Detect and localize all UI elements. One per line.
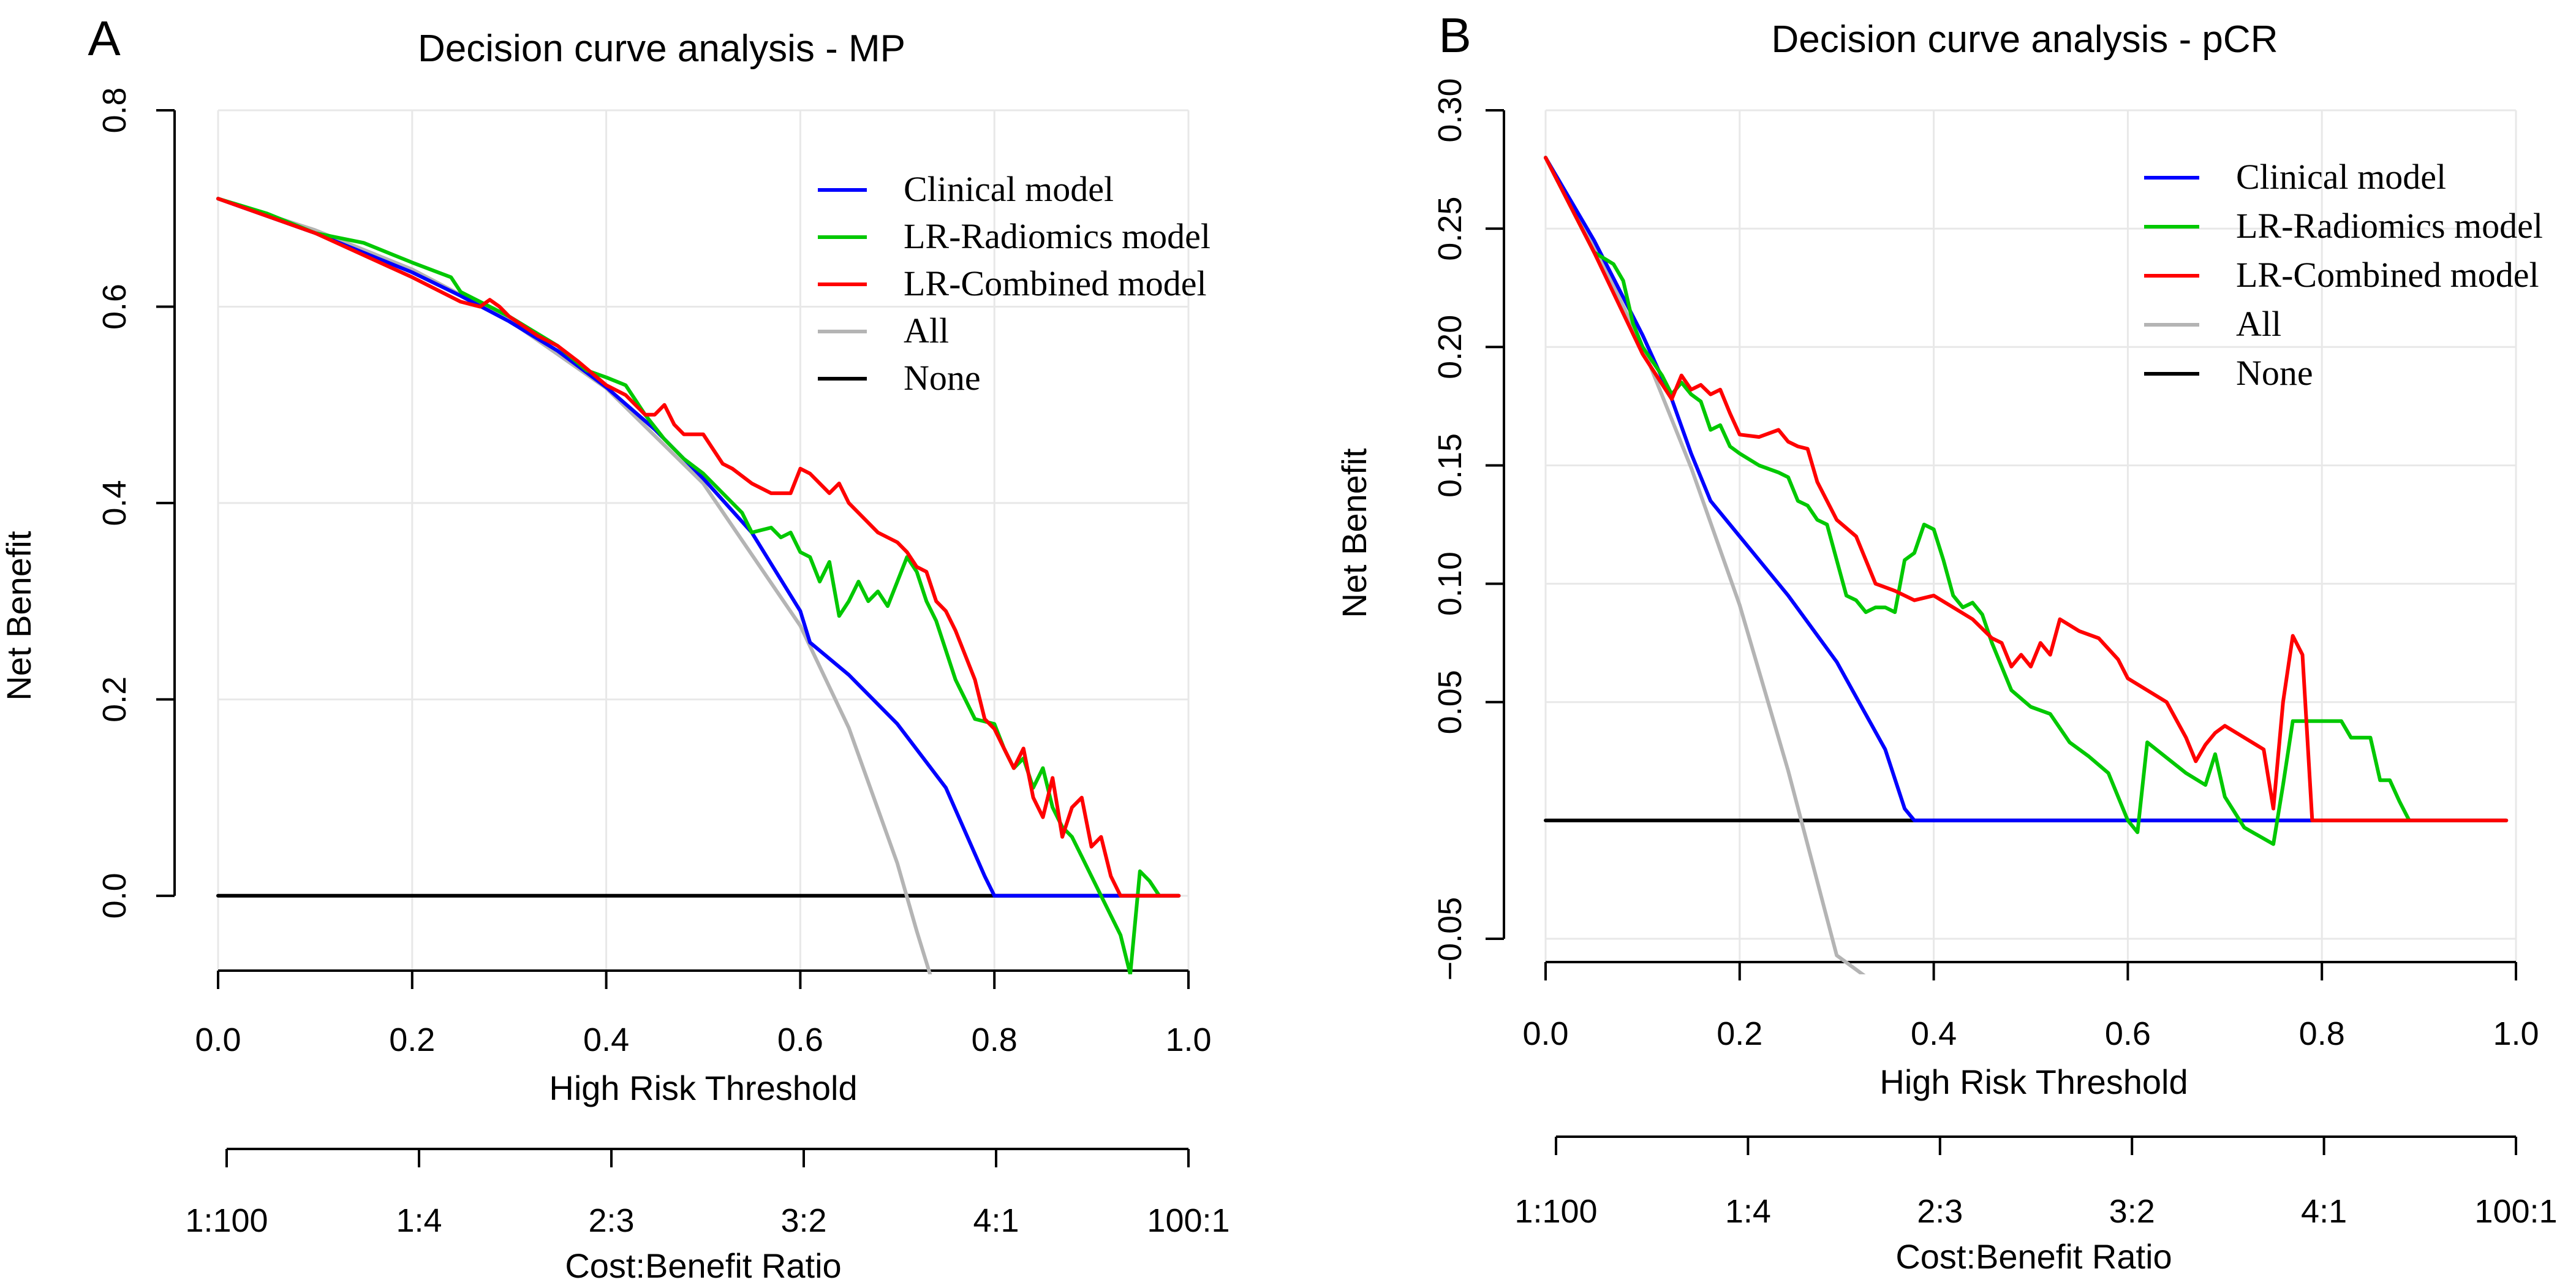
legend-label-all: All xyxy=(2236,304,2281,344)
legend: Clinical model LR-Radiomics model LR-Combi… xyxy=(2144,157,2543,393)
x-tick-label: 0.0 xyxy=(1522,1015,1568,1052)
y-tick-label: 0.6 xyxy=(96,284,133,330)
legend-label-none: None xyxy=(904,358,981,398)
grid-lines xyxy=(1544,109,2517,974)
cost-benefit-tick-label: 1:100 xyxy=(185,1202,268,1239)
y-tick-label: 0.30 xyxy=(1432,78,1468,142)
cost-benefit-tick-label: 3:2 xyxy=(780,1202,826,1239)
y-tick-label: 0.10 xyxy=(1432,552,1468,616)
series-line-lr-radiomics-model xyxy=(1544,156,2411,846)
y-axis-label: Net Benefit xyxy=(1335,448,1373,618)
cost-benefit-tick-label: 4:1 xyxy=(973,1202,1019,1239)
cost-benefit-tick-label: 100:1 xyxy=(1147,1202,1229,1239)
y-tick-label: 0.4 xyxy=(96,480,133,526)
x-tick-label: 0.0 xyxy=(195,1022,241,1058)
x-tick-label: 0.2 xyxy=(1717,1015,1762,1052)
x-axis-label: High Risk Threshold xyxy=(549,1069,857,1107)
x-tick-label: 0.6 xyxy=(2105,1015,2151,1052)
legend-label-lr-combined-model: LR-Combined model xyxy=(2236,255,2539,295)
chart-title: Decision curve analysis - pCR xyxy=(1772,18,2278,61)
panel-label: B xyxy=(1438,8,1471,63)
x-axis: 0.0 0.2 0.4 0.6 0.8 1.0 High Risk Threshold xyxy=(195,969,1212,1107)
x-tick-label: 0.6 xyxy=(777,1022,823,1058)
x-tick-label: 0.4 xyxy=(583,1022,629,1058)
y-axis: 0.0 0.2 0.4 0.6 0.8 Net Benefit xyxy=(0,87,176,919)
cost-benefit-tick-label: 4:1 xyxy=(2301,1193,2347,1230)
y-tick-label: −0.05 xyxy=(1432,897,1468,981)
series-line-all xyxy=(216,197,932,974)
series-line-lr-radiomics-model xyxy=(216,197,1161,974)
cost-benefit-label: Cost:Benefit Ratio xyxy=(1895,1237,2172,1276)
cost-benefit-axis: 1:100 1:4 2:3 3:2 4:1 100:1 Cost:Benefit Ratio xyxy=(1514,1135,2558,1276)
legend-label-clinical-model: Clinical model xyxy=(2236,157,2446,197)
x-tick-label: 0.4 xyxy=(1911,1015,1957,1052)
y-tick-label: 0.25 xyxy=(1432,197,1468,261)
legend: Clinical model LR-Radiomics model LR-Combi… xyxy=(818,169,1211,398)
x-axis-label: High Risk Threshold xyxy=(1879,1063,2188,1101)
y-tick-label: 0.05 xyxy=(1432,670,1468,734)
y-tick-label: 0.20 xyxy=(1432,315,1468,379)
legend-label-lr-combined-model: LR-Combined model xyxy=(904,263,1207,303)
panel-a: A Decision curve analysis - MP0.0 0.2 0.4 0.… xyxy=(0,11,1230,1285)
legend-label-clinical-model: Clinical model xyxy=(904,169,1114,209)
series-lines xyxy=(1544,156,2509,974)
cost-benefit-tick-label: 2:3 xyxy=(1917,1193,1963,1230)
x-axis: 0.0 0.2 0.4 0.6 0.8 1.0 High Risk Threshold xyxy=(1522,961,2539,1101)
y-tick-label: 0.8 xyxy=(96,87,133,133)
panel-label: A xyxy=(88,11,121,66)
y-axis: −0.05 0.05 0.10 0.15 0.20 0.25 0.30 Net Benefit xyxy=(1335,78,1505,981)
cost-benefit-tick-label: 1:4 xyxy=(396,1202,442,1239)
x-tick-label: 0.2 xyxy=(389,1022,435,1058)
cost-benefit-tick-label: 3:2 xyxy=(2109,1193,2155,1230)
legend-label-all: All xyxy=(904,311,949,351)
y-tick-label: 0.0 xyxy=(96,873,133,919)
cost-benefit-label: Cost:Benefit Ratio xyxy=(565,1246,841,1285)
series-lines xyxy=(216,197,1181,974)
cost-benefit-axis: 1:100 1:4 2:3 3:2 4:1 100:1 Cost:Benefit Ratio xyxy=(185,1148,1230,1285)
cost-benefit-tick-label: 1:4 xyxy=(1725,1193,1771,1230)
series-line-lr-combined-model xyxy=(1544,156,2509,822)
series-line-all xyxy=(1544,156,1866,974)
series-line-lr-combined-model xyxy=(216,197,1181,898)
x-tick-label: 0.8 xyxy=(2299,1015,2345,1052)
chart-title: Decision curve analysis - MP xyxy=(418,28,905,70)
y-tick-label: 0.15 xyxy=(1432,433,1468,498)
legend-label-none: None xyxy=(2236,353,2313,393)
cost-benefit-tick-label: 100:1 xyxy=(2474,1193,2557,1230)
legend-label-lr-radiomics-model: LR-Radiomics model xyxy=(2236,206,2543,246)
y-tick-label: 0.2 xyxy=(96,677,133,722)
x-tick-label: 1.0 xyxy=(1165,1022,1211,1058)
legend-label-lr-radiomics-model: LR-Radiomics model xyxy=(904,216,1211,256)
y-axis-label: Net Benefit xyxy=(0,531,38,700)
cost-benefit-tick-label: 1:100 xyxy=(1514,1193,1597,1230)
x-tick-label: 1.0 xyxy=(2493,1015,2539,1052)
cost-benefit-tick-label: 2:3 xyxy=(588,1202,634,1239)
x-tick-label: 0.8 xyxy=(972,1022,1018,1058)
